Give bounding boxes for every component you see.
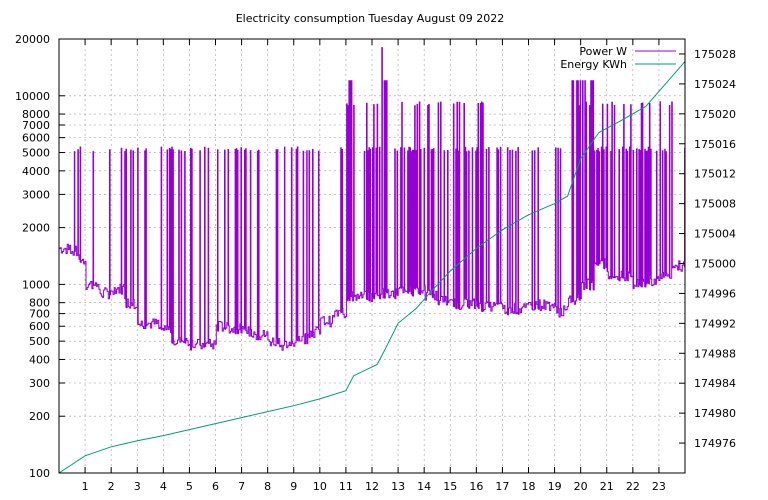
x-tick-label: 15 xyxy=(443,480,457,493)
series-power-line xyxy=(59,47,686,351)
y-tick-label-left: 7000 xyxy=(22,119,50,132)
y-tick-label-right: 175016 xyxy=(694,138,736,151)
energy-line xyxy=(58,61,686,474)
x-tick-label: 2 xyxy=(108,480,115,493)
x-tick-label: 6 xyxy=(212,480,219,493)
legend-label: Power W xyxy=(579,45,627,58)
x-tick-label: 21 xyxy=(600,480,614,493)
y-tick-label-left: 8000 xyxy=(22,108,50,121)
y-tick-label-left: 400 xyxy=(29,353,50,366)
x-tick-label: 18 xyxy=(522,480,536,493)
y-tick-label-left: 800 xyxy=(29,297,50,310)
y-tick-label-left: 10000 xyxy=(15,90,50,103)
y-tick-label-left: 100 xyxy=(29,467,50,480)
x-tick-label: 19 xyxy=(548,480,562,493)
y-tick-label-right: 174992 xyxy=(694,317,736,330)
x-tick-label: 23 xyxy=(652,480,666,493)
y-tick-label-left: 6000 xyxy=(22,132,50,145)
x-tick-label: 11 xyxy=(339,480,353,493)
y-tick-label-right: 175000 xyxy=(694,257,736,270)
y-tick-label-right: 175024 xyxy=(694,78,736,91)
y-tick-label-right: 175012 xyxy=(694,168,736,181)
x-tick-label: 1 xyxy=(82,480,89,493)
x-tick-label: 20 xyxy=(574,480,588,493)
x-tick-label: 4 xyxy=(160,480,167,493)
y-tick-label-right: 175028 xyxy=(694,48,736,61)
x-tick-label: 14 xyxy=(417,480,431,493)
chart-title: Electricity consumption Tuesday August 0… xyxy=(236,12,505,25)
x-tick-label: 17 xyxy=(495,480,509,493)
y-tick-label-left: 5000 xyxy=(22,147,50,160)
y-tick-label-left: 500 xyxy=(29,335,50,348)
x-axis: 1 2 3 4 5 6 7 8 9 10 11 12 13 14 15 16 17 18 19 20 21 22 23 xyxy=(82,39,666,493)
x-tick-label: 13 xyxy=(391,480,405,493)
x-tick-label: 8 xyxy=(264,480,271,493)
y-tick-label-right: 175020 xyxy=(694,108,736,121)
x-tick-label: 5 xyxy=(186,480,193,493)
y-tick-label-right: 174976 xyxy=(694,437,736,450)
series-energy-line xyxy=(58,61,686,474)
y-axis-right: 174976 174980 174984 174988 174992 174996 1750… xyxy=(679,48,736,450)
y-tick-label-right: 175004 xyxy=(694,228,736,241)
power-line xyxy=(59,47,686,351)
x-tick-label: 12 xyxy=(365,480,379,493)
y-tick-label-left: 600 xyxy=(29,320,50,333)
y-tick-label-left: 20000 xyxy=(15,33,50,46)
y-tick-label-left: 700 xyxy=(29,308,50,321)
y-tick-label-right: 174988 xyxy=(694,347,736,360)
y-tick-label-left: 3000 xyxy=(22,188,50,201)
x-tick-label: 16 xyxy=(469,480,483,493)
y-tick-label-right: 174984 xyxy=(694,377,736,390)
y-tick-label-left: 4000 xyxy=(22,165,50,178)
y-tick-label-left: 2000 xyxy=(22,222,50,235)
x-tick-label: 10 xyxy=(313,480,327,493)
x-tick-label: 3 xyxy=(134,480,141,493)
x-tick-label: 22 xyxy=(626,480,640,493)
y-tick-label-left: 300 xyxy=(29,377,50,390)
y-tick-label-left: 200 xyxy=(29,410,50,423)
y-tick-label-right: 175008 xyxy=(694,198,736,211)
x-tick-label: 7 xyxy=(238,480,245,493)
legend-label: Energy KWh xyxy=(560,58,627,71)
y-tick-label-right: 174980 xyxy=(694,407,736,420)
y-tick-label-left: 1000 xyxy=(22,278,50,291)
y-tick-label-right: 174996 xyxy=(694,287,736,300)
x-tick-label: 9 xyxy=(290,480,297,493)
